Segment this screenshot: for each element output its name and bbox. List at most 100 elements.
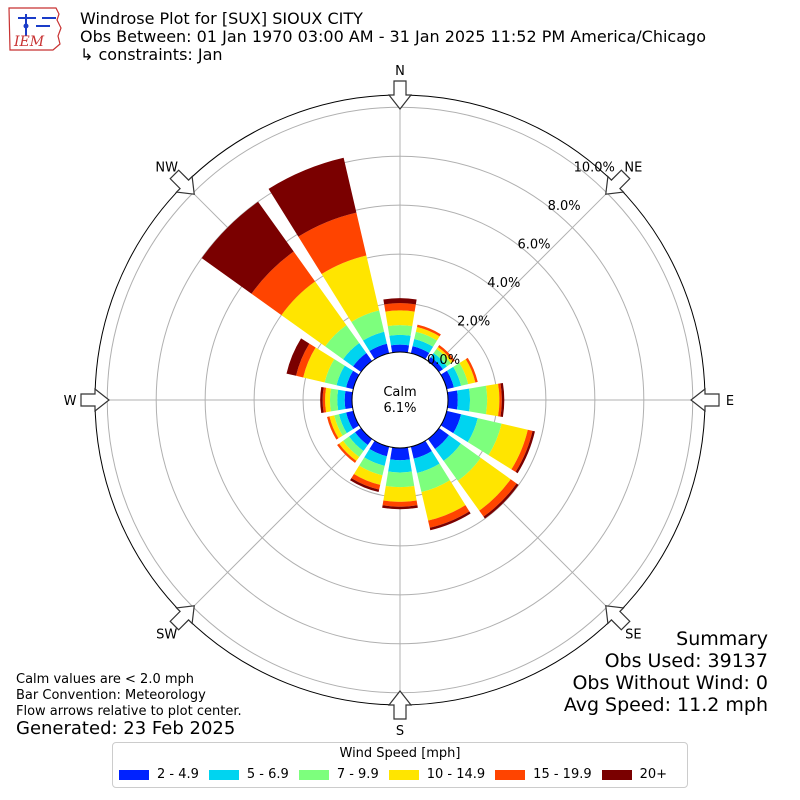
rose-bar-ssw [351, 473, 381, 490]
legend-title: Wind Speed [mph] [339, 746, 461, 761]
rose-bar-wnw [336, 365, 354, 388]
flow-arrows [80, 80, 720, 720]
legend-swatch [208, 769, 239, 780]
footer-notes: Calm values are < 2.0 mph Bar Convention… [16, 672, 242, 720]
rose-bar-ne [437, 345, 455, 363]
logo-text: IEM [13, 34, 45, 50]
rose-bar-nnw [321, 255, 380, 322]
rose-bar-n [383, 298, 417, 305]
compass-label: SE [625, 627, 641, 642]
rose-bar-nnw [298, 212, 367, 275]
rose-bar-ene [446, 366, 462, 388]
radial-tick-label: 10.0% [574, 160, 615, 175]
rose-bar-wnw [296, 343, 316, 378]
compass-label: NW [155, 161, 178, 176]
rose-bar-w [329, 388, 339, 412]
rose-bar-nne [416, 324, 441, 337]
rose-bar-sw [339, 440, 360, 461]
flow-arrow-icon [605, 169, 631, 195]
rose-bar-n [384, 303, 416, 312]
rose-bar-se [483, 483, 519, 519]
rose-bar-ssw [350, 478, 380, 493]
compass-labels: N NE E SE S SW W NW [64, 64, 735, 739]
windrose-bars [201, 157, 535, 531]
rose-bar-ese [515, 430, 535, 474]
rose-bar-sse [416, 463, 450, 493]
rose-bar-ese [467, 418, 502, 456]
legend-item: 7 - 9.9 [298, 767, 379, 782]
calm-value: 6.1% [383, 401, 416, 416]
rose-bar-e [447, 390, 458, 410]
rose-bar-ne [436, 347, 453, 364]
avg-speed: Avg Speed: 11.2 mph [563, 694, 768, 716]
note-flow-arrows: Flow arrows relative to plot center. [16, 704, 242, 719]
rose-bar-nw [201, 201, 294, 294]
grid-spoke [433, 183, 617, 367]
rose-bar-s [388, 459, 412, 473]
rose-bar-n [390, 344, 410, 353]
flow-arrow-icon [387, 80, 413, 110]
legend-items: 2 - 4.9 5 - 6.9 7 - 9.9 10 - 14.9 15 - 1… [119, 767, 677, 782]
rose-bar-ne [427, 356, 444, 373]
rose-bar-nnw [268, 157, 357, 237]
legend-item: 2 - 4.9 [119, 767, 199, 782]
rose-bar-s [390, 447, 410, 461]
rose-bar-ene [453, 362, 469, 386]
legend-item: 10 - 14.9 [388, 767, 485, 782]
calm-circle [351, 351, 449, 449]
obs-used: Obs Used: 39137 [604, 650, 768, 672]
rose-bar-w [320, 386, 324, 414]
flow-arrow-icon [387, 690, 413, 720]
legend-swatch [495, 769, 526, 780]
rose-bar-e [485, 383, 500, 417]
rose-bar-nnw [362, 331, 387, 351]
rose-bar-ne [433, 349, 451, 367]
rose-bar-w [325, 387, 331, 413]
summary-title: Summary [676, 628, 768, 650]
flow-arrow-icon [169, 605, 195, 631]
chart-title: Windrose Plot for [SUX] SIOUX CITY [80, 9, 363, 28]
compass-label: S [396, 724, 404, 739]
rose-bar-nw [281, 281, 347, 347]
legend: Wind Speed [mph] 2 - 4.9 5 - 6.9 7 - 9.9… [112, 742, 688, 788]
compass-label: W [64, 394, 77, 409]
rose-bar-nne [415, 327, 440, 341]
rose-bar-sw [355, 427, 373, 445]
rose-bar-nne [414, 331, 438, 347]
legend-label: 7 - 9.9 [336, 767, 379, 782]
rose-bar-ese [488, 423, 528, 470]
legend-label: 20+ [639, 767, 668, 782]
radial-tick-label: 2.0% [457, 315, 490, 330]
radial-tick-label: 4.0% [487, 276, 520, 291]
rose-bar-sse [413, 451, 440, 473]
compass-label: E [726, 394, 734, 409]
rose-bar-sw [349, 432, 368, 451]
rose-bar-sse [421, 480, 466, 521]
rose-bar-wsw [329, 415, 343, 439]
rose-bar-ese [440, 410, 462, 434]
iem-logo: IEM [8, 7, 62, 51]
rose-bar-nw [343, 343, 367, 367]
generated-date: Generated: 23 Feb 2025 [16, 718, 236, 739]
rose-bar-ssw [353, 465, 383, 485]
rose-bar-se [479, 479, 517, 517]
chart-header: Windrose Plot for [SUX] SIOUX CITY Obs B… [80, 10, 706, 64]
legend-swatch [119, 769, 149, 780]
rose-bar-ssw [369, 440, 390, 457]
obs-between: Obs Between: 01 Jan 1970 03:00 AM - 31 J… [80, 27, 706, 46]
rose-bar-wsw [338, 412, 354, 434]
rose-bar-w [344, 390, 353, 410]
rose-bar-nw [251, 251, 316, 316]
compass-label: N [395, 64, 405, 79]
rose-bar-ene [465, 357, 478, 383]
rose-bar-ese [453, 414, 478, 443]
summary-box: Summary Obs Used: 39137 Obs Without Wind… [564, 628, 768, 716]
rose-bar-e [457, 388, 471, 412]
rose-bar-se [427, 427, 449, 449]
rose-bar-e [498, 383, 502, 417]
radial-tick-label: 0.0% [427, 353, 460, 368]
calm-label: Calm [383, 385, 416, 400]
radial-tick-label: 6.0% [517, 237, 550, 252]
flow-arrow-icon [605, 605, 631, 631]
rose-bar-wnw [303, 347, 335, 383]
